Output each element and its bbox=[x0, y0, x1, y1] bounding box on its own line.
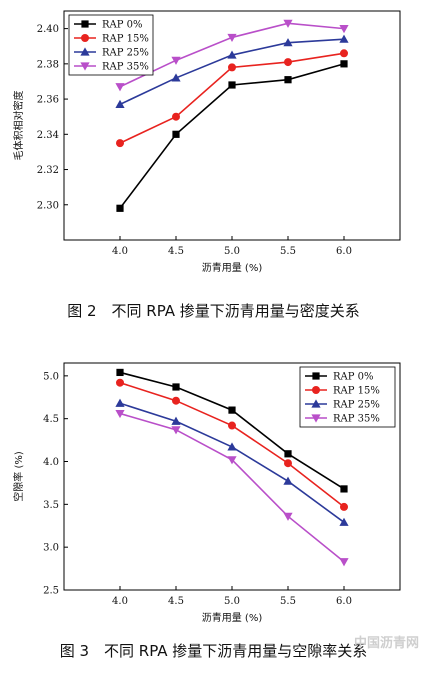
data-point bbox=[284, 58, 292, 67]
data-point bbox=[116, 204, 124, 212]
y-tick-label: 2.36 bbox=[37, 95, 59, 106]
chart-density: 2.30 2.32 2.34 2.36 2.38 2.40 4.0 4.5 5.0 5.5 6.0 沥… bbox=[12, 10, 401, 274]
y-tick-label: 4.0 bbox=[43, 457, 59, 468]
y-tick-label: 5.0 bbox=[43, 371, 59, 382]
x-tick-label: 5.5 bbox=[280, 246, 296, 257]
x-tick-label: 5.0 bbox=[224, 246, 240, 257]
legend-label: RAP 15% bbox=[102, 34, 149, 45]
series-rap-25- bbox=[115, 34, 349, 108]
data-point bbox=[284, 459, 292, 468]
x-axis-label: 沥青用量 (%) bbox=[202, 611, 263, 624]
data-point bbox=[339, 558, 349, 567]
data-point bbox=[283, 19, 293, 28]
data-point bbox=[115, 398, 125, 407]
legend-marker bbox=[81, 20, 89, 28]
x-tick-label: 5.5 bbox=[280, 596, 296, 607]
y-axis-label: 毛体积相对密度 bbox=[12, 91, 25, 161]
legend-marker bbox=[311, 399, 321, 408]
series-rap-15- bbox=[116, 378, 348, 511]
data-point bbox=[172, 383, 180, 391]
data-point bbox=[340, 49, 348, 58]
series-rap-0- bbox=[116, 60, 348, 212]
data-point bbox=[227, 442, 237, 451]
series-rap-35- bbox=[115, 409, 349, 567]
x-tick-label: 4.0 bbox=[112, 246, 128, 257]
data-point bbox=[283, 476, 293, 485]
legend-marker bbox=[312, 386, 320, 394]
data-point bbox=[228, 63, 236, 72]
y-axis-label: 空隙率 (%) bbox=[12, 451, 25, 502]
y-tick-label: 2.30 bbox=[37, 200, 59, 211]
legend-marker bbox=[311, 414, 321, 423]
legend-marker bbox=[312, 372, 320, 380]
legend-marker bbox=[80, 62, 90, 71]
data-point bbox=[115, 99, 125, 108]
data-point bbox=[340, 485, 348, 493]
y-tick-label: 2.5 bbox=[43, 586, 59, 597]
data-point bbox=[172, 396, 180, 405]
legend-label: RAP 15% bbox=[333, 386, 380, 397]
legend-label: RAP 35% bbox=[333, 414, 380, 425]
data-point bbox=[227, 456, 237, 465]
data-point bbox=[171, 426, 181, 435]
data-point bbox=[115, 83, 125, 92]
data-point bbox=[116, 368, 124, 377]
series-rap-15- bbox=[116, 49, 348, 148]
chart-void-ratio: 2.5 3.0 3.5 4.0 4.5 5.0 4.0 4.5 5.0 5.5 6.0 沥青用量 (%… bbox=[12, 362, 401, 624]
data-point bbox=[228, 81, 236, 89]
data-point bbox=[283, 38, 293, 47]
series-rap-25- bbox=[115, 398, 349, 526]
legend: RAP 0% RAP 15% RAP 25% RAP 35% bbox=[299, 366, 396, 428]
data-point bbox=[339, 34, 349, 43]
data-point bbox=[172, 112, 180, 121]
data-point bbox=[228, 421, 236, 430]
y-tick-label: 2.38 bbox=[37, 59, 59, 70]
legend-label: RAP 25% bbox=[102, 48, 149, 59]
data-point bbox=[227, 50, 237, 59]
series-rap-35- bbox=[115, 19, 349, 92]
x-tick-label: 6.0 bbox=[336, 596, 352, 607]
legend-marker bbox=[81, 34, 89, 42]
chart-void-ratio-caption: 图 3 不同 RPA 掺量下沥青用量与空隙率关系 bbox=[59, 642, 368, 660]
legend-label: RAP 35% bbox=[102, 62, 149, 73]
legend-label: RAP 0% bbox=[102, 20, 143, 31]
series-line bbox=[119, 412, 345, 563]
chart-density-caption: 图 2 不同 RPA 掺量下沥青用量与密度关系 bbox=[67, 302, 360, 320]
x-tick-label: 4.5 bbox=[168, 246, 184, 257]
data-point bbox=[227, 33, 237, 43]
y-tick-label: 3.5 bbox=[43, 500, 59, 511]
x-tick-label: 6.0 bbox=[336, 246, 352, 257]
data-point bbox=[228, 406, 236, 414]
watermark-logo: 中国沥青网 bbox=[353, 636, 419, 651]
data-point bbox=[284, 76, 292, 84]
y-tick-label: 2.34 bbox=[37, 130, 59, 141]
data-point bbox=[115, 409, 125, 419]
legend-marker bbox=[80, 47, 90, 56]
data-point bbox=[283, 512, 293, 521]
data-point bbox=[284, 450, 292, 458]
x-tick-label: 5.0 bbox=[224, 596, 240, 607]
x-axis-label: 沥青用量 (%) bbox=[202, 261, 263, 274]
data-point bbox=[339, 517, 349, 526]
data-point bbox=[340, 60, 348, 68]
legend-label: RAP 0% bbox=[333, 372, 374, 383]
y-tick-label: 2.40 bbox=[37, 24, 59, 35]
legend-label: RAP 25% bbox=[333, 400, 380, 411]
x-tick-label: 4.0 bbox=[112, 596, 128, 607]
series-rap-0- bbox=[116, 368, 348, 493]
data-point bbox=[339, 25, 349, 34]
data-point bbox=[340, 502, 348, 511]
data-point bbox=[116, 139, 124, 148]
data-point bbox=[171, 416, 181, 425]
y-tick-label: 4.5 bbox=[43, 414, 59, 425]
legend: RAP 0% RAP 15% RAP 25% RAP 35% bbox=[68, 14, 154, 76]
x-tick-label: 4.5 bbox=[168, 596, 184, 607]
data-point bbox=[171, 56, 181, 65]
data-point bbox=[116, 378, 124, 387]
y-tick-label: 2.32 bbox=[37, 165, 59, 176]
data-point bbox=[172, 130, 180, 138]
y-tick-label: 3.0 bbox=[43, 543, 59, 554]
data-point bbox=[171, 73, 181, 82]
